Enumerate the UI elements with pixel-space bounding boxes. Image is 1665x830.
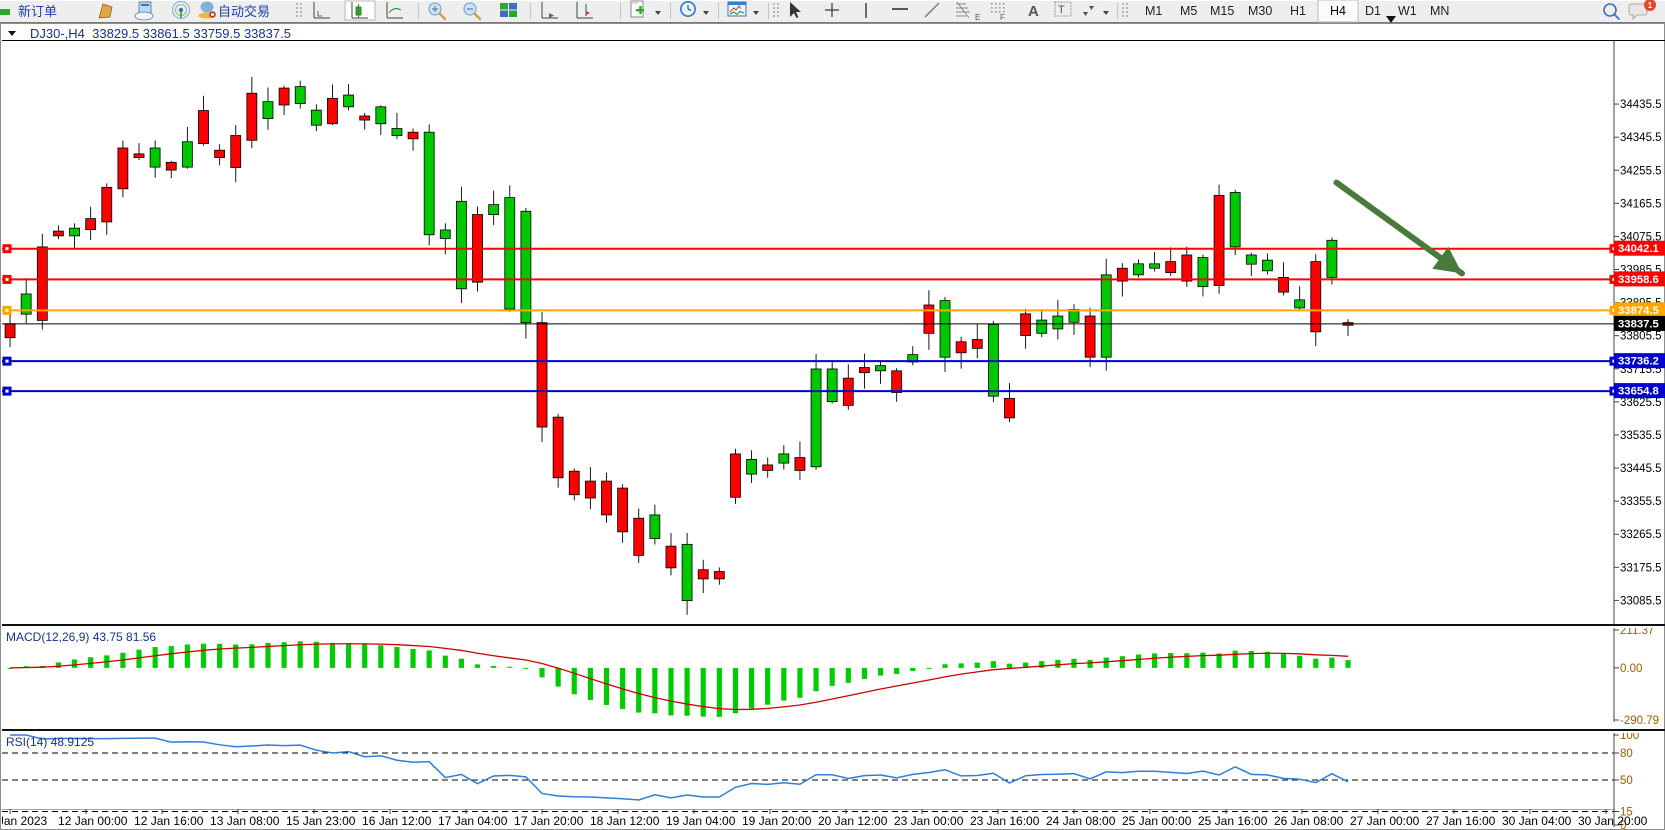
svg-text:13 Jan 08:00: 13 Jan 08:00 — [210, 814, 280, 828]
svg-text:11 Jan 2023: 11 Jan 2023 — [2, 814, 48, 828]
svg-text:W1: W1 — [1398, 4, 1417, 18]
svg-text:M15: M15 — [1210, 4, 1234, 18]
svg-text:33175.5: 33175.5 — [1620, 562, 1662, 574]
svg-text:24 Jan 08:00: 24 Jan 08:00 — [1046, 814, 1116, 828]
svg-text:33355.5: 33355.5 — [1620, 496, 1662, 508]
svg-text:34042.1: 34042.1 — [1618, 243, 1659, 255]
svg-text:12 Jan 00:00: 12 Jan 00:00 — [58, 814, 128, 828]
svg-text:33654.8: 33654.8 — [1618, 386, 1659, 398]
svg-text:19 Jan 20:00: 19 Jan 20:00 — [742, 814, 812, 828]
svg-text:33736.2: 33736.2 — [1618, 356, 1659, 368]
svg-text:100: 100 — [1620, 733, 1639, 742]
svg-text:34255.5: 34255.5 — [1620, 165, 1662, 177]
svg-text:T: T — [1058, 4, 1065, 16]
svg-text:F: F — [1000, 13, 1005, 22]
svg-text:27 Jan 00:00: 27 Jan 00:00 — [1350, 814, 1420, 828]
svg-text:33805.5: 33805.5 — [1620, 331, 1662, 343]
svg-text:33085.5: 33085.5 — [1620, 595, 1662, 607]
svg-text:M30: M30 — [1248, 4, 1272, 18]
svg-text:自动交易: 自动交易 — [218, 4, 270, 19]
svg-text:30 Jan 04:00: 30 Jan 04:00 — [1502, 814, 1572, 828]
svg-text:16 Jan 12:00: 16 Jan 12:00 — [362, 814, 432, 828]
svg-text:12 Jan 16:00: 12 Jan 16:00 — [134, 814, 204, 828]
svg-text:25 Jan 16:00: 25 Jan 16:00 — [1198, 814, 1268, 828]
svg-text:MN: MN — [1430, 4, 1449, 18]
svg-text:27 Jan 16:00: 27 Jan 16:00 — [1426, 814, 1496, 828]
svg-text:D1: D1 — [1365, 4, 1381, 18]
svg-text:19 Jan 04:00: 19 Jan 04:00 — [666, 814, 736, 828]
svg-text:33445.5: 33445.5 — [1620, 463, 1662, 475]
svg-text:33265.5: 33265.5 — [1620, 529, 1662, 541]
svg-text:211.37: 211.37 — [1620, 628, 1654, 637]
svg-text:新订单: 新订单 — [18, 4, 57, 19]
svg-text:25 Jan 00:00: 25 Jan 00:00 — [1122, 814, 1192, 828]
svg-text:30 Jan 20:00: 30 Jan 20:00 — [1578, 814, 1648, 828]
svg-text:33874.5: 33874.5 — [1618, 305, 1659, 317]
svg-text:M5: M5 — [1180, 4, 1197, 18]
svg-text:0.00: 0.00 — [1620, 663, 1642, 675]
svg-text:33837.5: 33837.5 — [1618, 318, 1659, 330]
svg-text:23 Jan 16:00: 23 Jan 16:00 — [970, 814, 1040, 828]
svg-text:18 Jan 12:00: 18 Jan 12:00 — [590, 814, 660, 828]
svg-text:20 Jan 12:00: 20 Jan 12:00 — [818, 814, 888, 828]
svg-text:50: 50 — [1620, 775, 1633, 787]
svg-text:M1: M1 — [1145, 4, 1162, 18]
svg-text:34165.5: 34165.5 — [1620, 198, 1662, 210]
svg-text:33625.5: 33625.5 — [1620, 397, 1662, 409]
svg-text:23 Jan 00:00: 23 Jan 00:00 — [894, 814, 964, 828]
svg-text:33958.6: 33958.6 — [1618, 274, 1659, 286]
svg-text:E: E — [975, 13, 980, 22]
svg-text:17 Jan 20:00: 17 Jan 20:00 — [514, 814, 584, 828]
svg-text:17 Jan 04:00: 17 Jan 04:00 — [438, 814, 508, 828]
svg-text:H1: H1 — [1290, 4, 1306, 18]
svg-text:-290.79: -290.79 — [1620, 715, 1659, 727]
svg-text:80: 80 — [1620, 748, 1633, 760]
svg-text:34345.5: 34345.5 — [1620, 132, 1662, 144]
svg-text:1: 1 — [1648, 1, 1653, 10]
svg-text:26 Jan 08:00: 26 Jan 08:00 — [1274, 814, 1344, 828]
svg-text:H4: H4 — [1330, 4, 1346, 18]
svg-text:33535.5: 33535.5 — [1620, 430, 1662, 442]
svg-text:15 Jan 23:00: 15 Jan 23:00 — [286, 814, 356, 828]
svg-text:34435.5: 34435.5 — [1620, 99, 1662, 111]
svg-text:A: A — [1028, 3, 1039, 20]
